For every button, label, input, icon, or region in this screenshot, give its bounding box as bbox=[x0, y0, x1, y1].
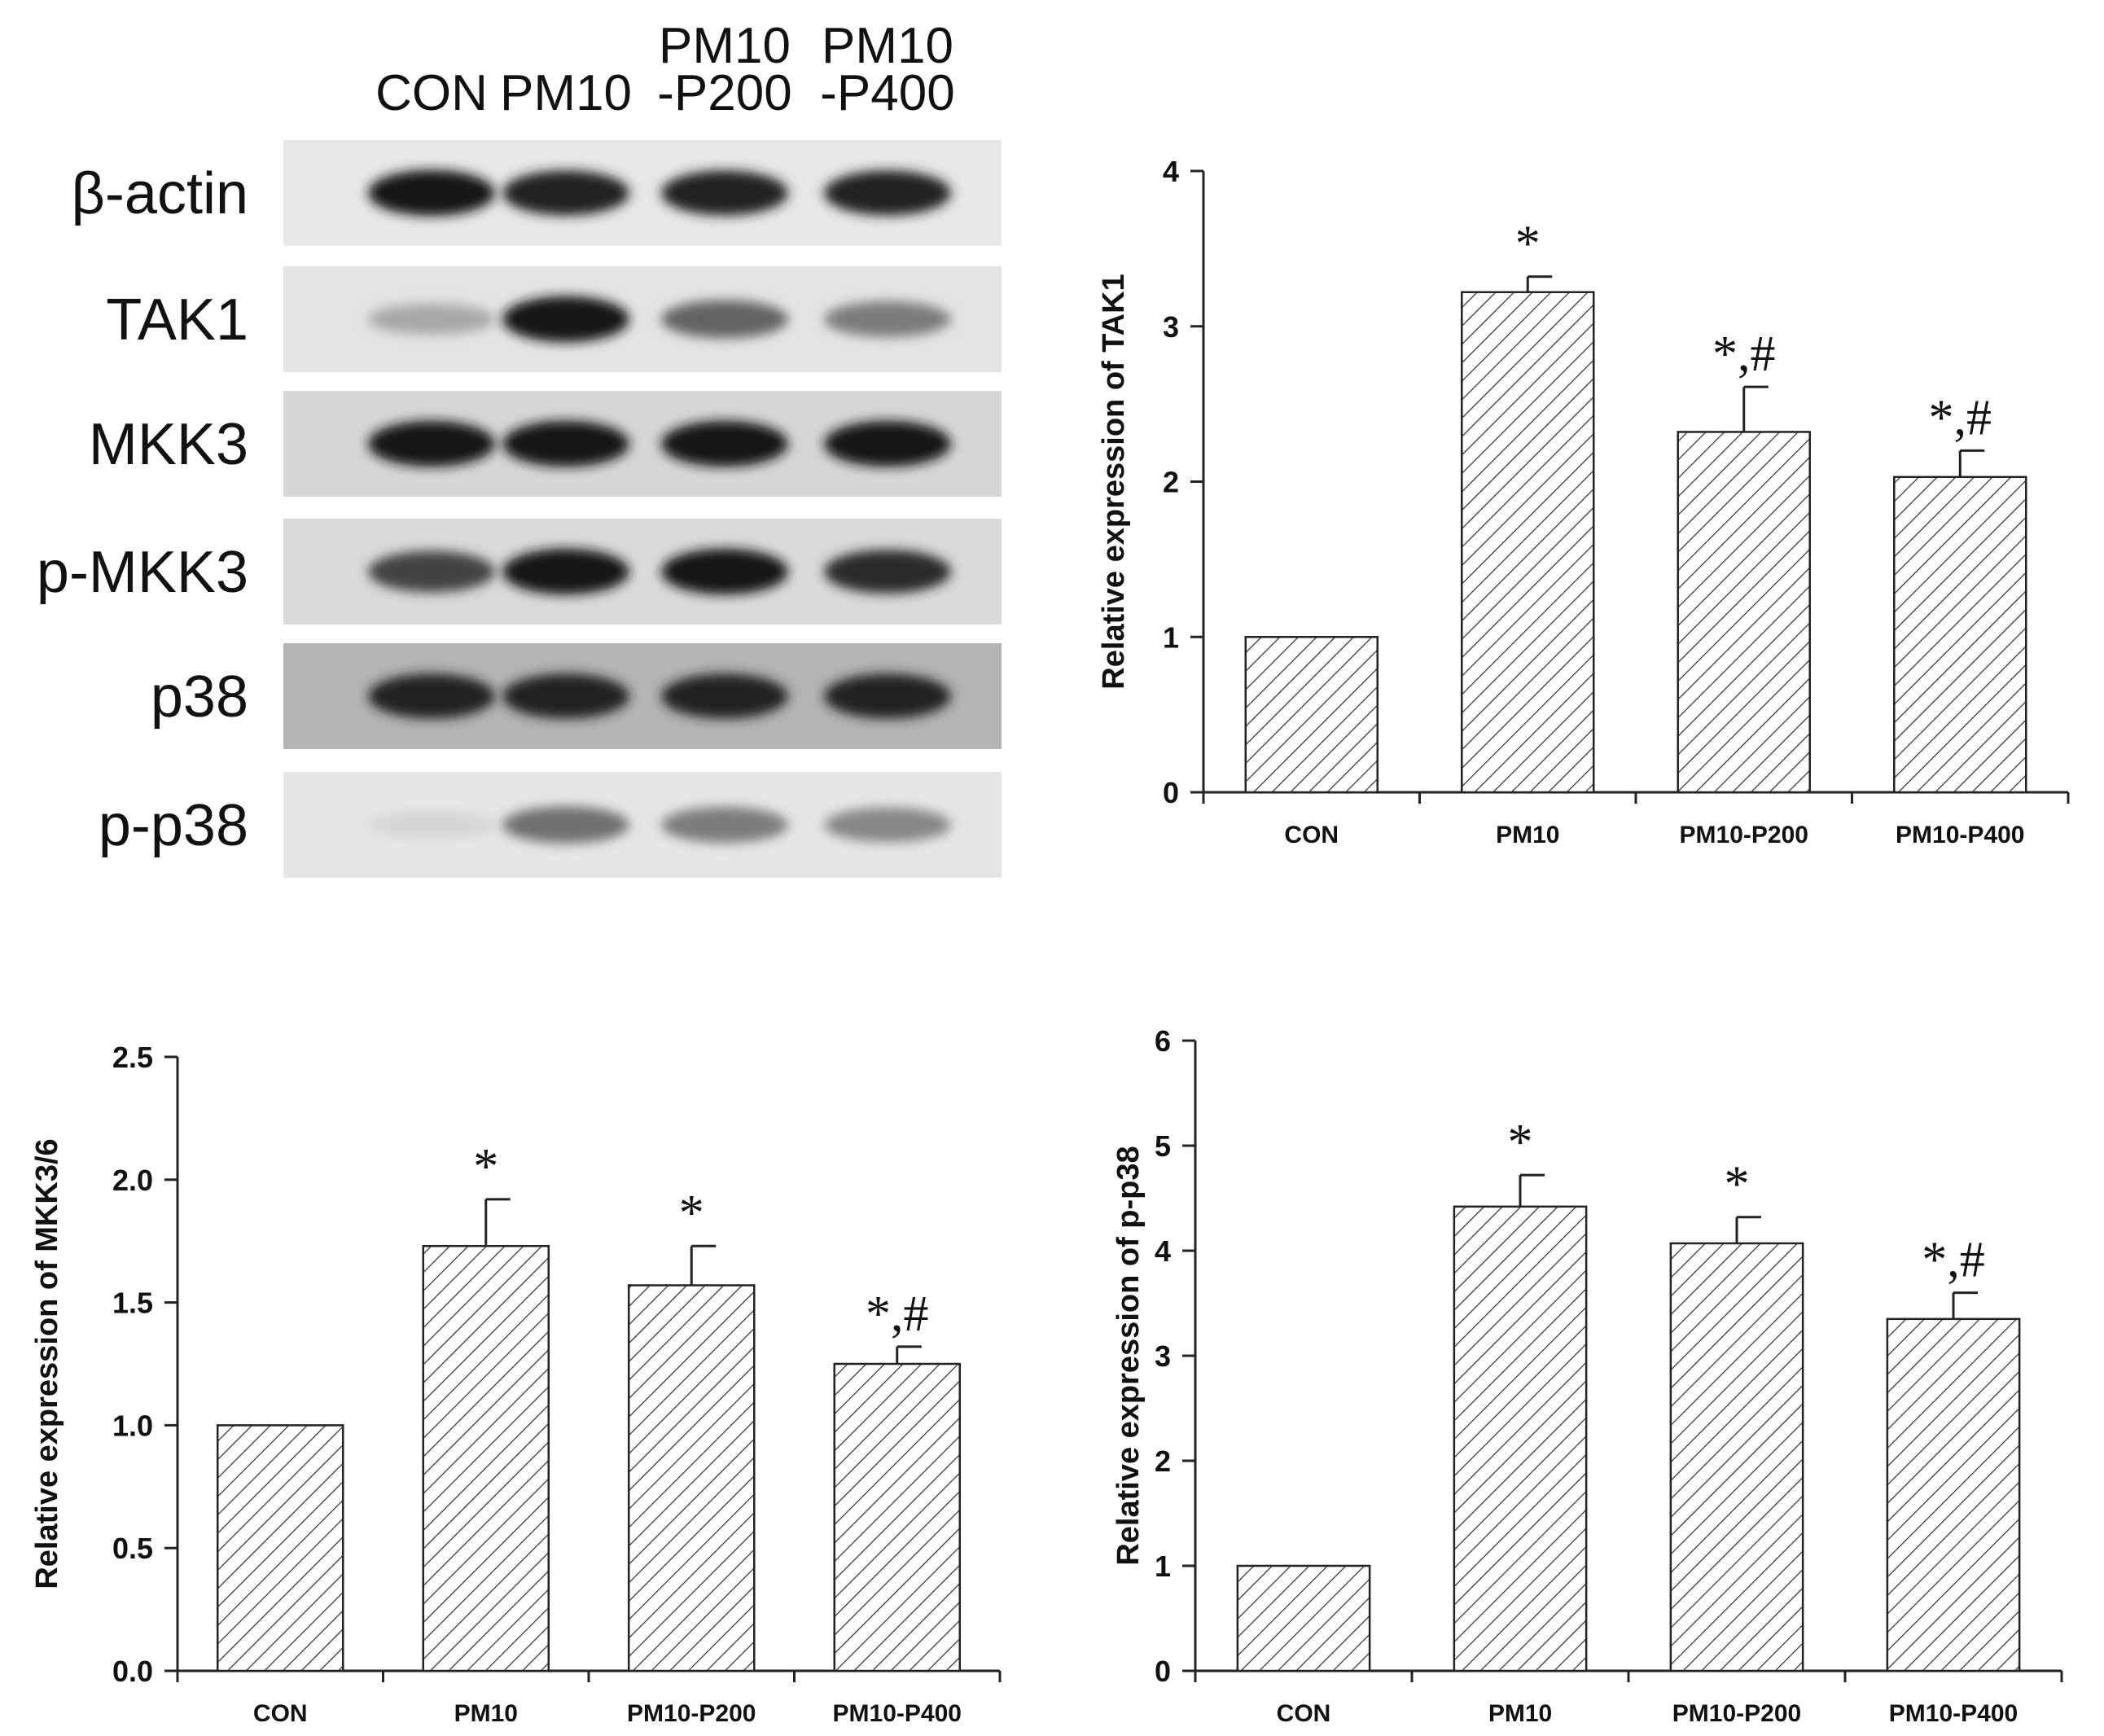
lane-label-line: -P200 bbox=[657, 65, 791, 121]
tak1-bar-chart: 0 1 2 3 4 Relative expression of TAK1 CON * PM10… bbox=[1097, 155, 2070, 848]
bar-pm10 bbox=[1453, 1205, 1588, 1672]
y-tick-label: 1 bbox=[1155, 1550, 1171, 1583]
lane-label-2: PM10 -P200 bbox=[657, 18, 791, 121]
bar-pm10-p200 bbox=[1669, 1242, 1804, 1672]
lane-label-line: PM10 bbox=[659, 18, 791, 74]
y-axis-label: Relative expression of TAK1 bbox=[1097, 274, 1131, 689]
blot-band bbox=[824, 673, 951, 719]
y-tick-label: 3 bbox=[1163, 310, 1179, 344]
bar-pm10 bbox=[1461, 291, 1595, 794]
x-category-label-pm10-p400: PM10-P400 bbox=[833, 1700, 962, 1727]
significance-label-pm10-p200: * bbox=[1725, 1157, 1750, 1212]
y-tick-label: 0.0 bbox=[112, 1655, 153, 1688]
y-tick-label: 1 bbox=[1163, 620, 1179, 654]
y-tick-label: 2.0 bbox=[112, 1164, 153, 1197]
lane-label-1: PM10 bbox=[500, 65, 632, 121]
y-tick-label: 1.0 bbox=[112, 1409, 153, 1442]
blot-band bbox=[368, 550, 495, 593]
x-category-label-pm10-p200: PM10-P200 bbox=[627, 1700, 756, 1727]
blot-band bbox=[368, 169, 495, 217]
y-tick-label: 3 bbox=[1155, 1339, 1171, 1373]
x-category-label-pm10-p200: PM10-P200 bbox=[1672, 1700, 1801, 1727]
bar-con bbox=[216, 1424, 344, 1672]
bar-pm10-p400 bbox=[1886, 1317, 2021, 1672]
blot-band bbox=[368, 420, 495, 467]
bar-pm10-p200 bbox=[627, 1284, 756, 1672]
blot-row-label-mkk3: MKK3 bbox=[89, 412, 248, 477]
blot-row-label-p38: p38 bbox=[151, 664, 248, 730]
significance-label-pm10-p200: *,# bbox=[1712, 327, 1776, 382]
significance-label-pm10: * bbox=[1508, 1115, 1533, 1170]
significance-label-pm10: * bbox=[1515, 217, 1541, 272]
bar-con bbox=[1244, 636, 1379, 794]
x-category-label-pm10: PM10 bbox=[454, 1700, 518, 1727]
y-tick-label: 5 bbox=[1155, 1129, 1171, 1163]
bar-pm10-p400 bbox=[1893, 476, 2027, 794]
blot-band bbox=[824, 550, 951, 594]
blot-band bbox=[502, 420, 629, 467]
y-tick-label: 1.5 bbox=[112, 1287, 153, 1320]
x-category-label-pm10: PM10 bbox=[1496, 822, 1559, 848]
bar-pm10-p400 bbox=[833, 1362, 962, 1672]
blot-band bbox=[824, 170, 951, 216]
blot-band bbox=[824, 807, 951, 843]
y-tick-label: 0.5 bbox=[112, 1532, 153, 1565]
blot-band bbox=[502, 296, 629, 343]
lane-label-3: PM10 -P400 bbox=[820, 18, 954, 121]
blot-band bbox=[661, 673, 788, 719]
y-tick-label: 2 bbox=[1155, 1444, 1171, 1478]
bar-pm10 bbox=[422, 1244, 550, 1672]
y-tick-label: 6 bbox=[1155, 1024, 1171, 1058]
bar-pm10-p200 bbox=[1677, 431, 1811, 794]
blot-row-label-p-mkk3: p-MKK3 bbox=[37, 540, 248, 605]
y-tick-label: 4 bbox=[1163, 155, 1179, 188]
x-category-label-con: CON bbox=[253, 1700, 308, 1727]
blot-band bbox=[368, 673, 495, 719]
blot-band bbox=[661, 548, 788, 595]
y-tick-label: 0 bbox=[1163, 776, 1179, 809]
p-p38-bar-chart: 0 1 2 3 4 5 6 Relative expression of p-p38 CON * P… bbox=[1111, 1024, 2063, 1727]
x-category-label-con: CON bbox=[1277, 1700, 1331, 1727]
y-tick-label: 0 bbox=[1155, 1655, 1171, 1688]
significance-label-pm10-p200: * bbox=[679, 1186, 704, 1241]
lane-label-0: CON bbox=[375, 65, 488, 121]
blot-band bbox=[502, 806, 629, 844]
blot-band bbox=[502, 548, 629, 595]
blot-band bbox=[661, 170, 788, 216]
blot-row-label-actin: β-actin bbox=[72, 161, 248, 226]
blot-band bbox=[661, 420, 788, 467]
significance-label-pm10-p400: *,# bbox=[866, 1287, 929, 1342]
significance-label-pm10-p400: *,# bbox=[1929, 390, 1992, 445]
blot-row-label-tak1: TAK1 bbox=[106, 287, 248, 353]
blot-band bbox=[502, 673, 629, 719]
blot-band bbox=[824, 301, 951, 337]
blot-band bbox=[661, 807, 788, 843]
x-category-label-con: CON bbox=[1284, 822, 1339, 848]
x-category-label-pm10-p400: PM10-P400 bbox=[1896, 822, 2024, 848]
bar-con bbox=[1236, 1564, 1371, 1672]
blot-band bbox=[368, 811, 495, 839]
y-axis-label: Relative expression of p-p38 bbox=[1111, 1146, 1146, 1565]
lane-label-line: PM10 bbox=[500, 65, 632, 121]
y-tick-label: 2 bbox=[1163, 466, 1179, 499]
mkk3-6-bar-chart: 0.0 0.5 1.0 1.5 2.0 2.5 Relative expression of… bbox=[30, 1041, 1002, 1727]
x-category-label-pm10: PM10 bbox=[1488, 1700, 1552, 1727]
blot-band bbox=[824, 420, 951, 467]
y-tick-label: 4 bbox=[1155, 1234, 1171, 1268]
y-axis-label: Relative expression of MKK3/6 bbox=[30, 1138, 64, 1589]
x-category-label-pm10-p200: PM10-P200 bbox=[1680, 822, 1808, 848]
lane-label-line: PM10 bbox=[822, 18, 953, 74]
lane-label-line: -P400 bbox=[820, 65, 954, 121]
blot-band bbox=[368, 303, 495, 335]
x-category-label-pm10-p400: PM10-P400 bbox=[1889, 1700, 2018, 1727]
blot-band bbox=[502, 170, 629, 216]
blot-row-label-p-p38: p-p38 bbox=[99, 793, 248, 858]
significance-label-pm10-p400: *,# bbox=[1922, 1233, 1985, 1288]
significance-label-pm10: * bbox=[473, 1139, 498, 1195]
blot-band bbox=[661, 300, 788, 339]
lane-label-line: CON bbox=[375, 65, 488, 121]
y-tick-label: 2.5 bbox=[112, 1041, 153, 1074]
